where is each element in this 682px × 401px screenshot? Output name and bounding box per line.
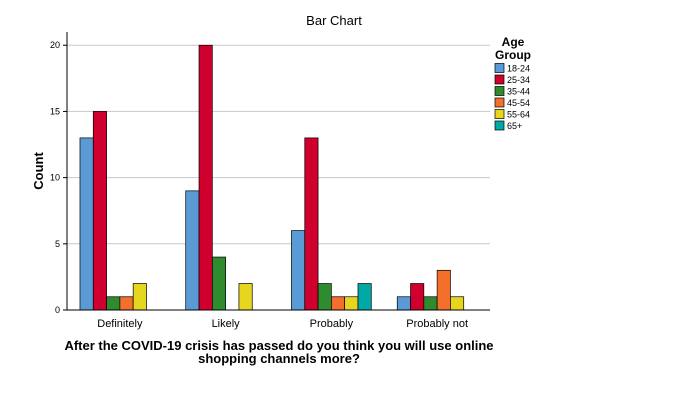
y-tick-label: 5 bbox=[55, 239, 60, 249]
bar-likely-25-34 bbox=[198, 44, 213, 311]
bar-definitely-35-44 bbox=[106, 296, 121, 311]
legend-swatch-35-44 bbox=[494, 86, 505, 96]
x-axis-label-line-1: After the COVID-19 crisis has passed do … bbox=[64, 338, 493, 353]
legend-title-line-1: Age bbox=[502, 35, 525, 49]
bar-probably-45-54 bbox=[331, 296, 346, 311]
legend-label-18-24: 18-24 bbox=[507, 64, 530, 74]
bar-definitely-25-34 bbox=[92, 111, 107, 311]
bar-likely-18-24 bbox=[185, 190, 200, 311]
bar-probably-55-64 bbox=[344, 296, 359, 311]
legend-label-35-44: 35-44 bbox=[507, 87, 530, 97]
bar-probably-65+ bbox=[357, 283, 372, 311]
legend-label-65+: 65+ bbox=[507, 121, 522, 131]
y-tick-label: 0 bbox=[55, 305, 60, 315]
y-tick-label: 20 bbox=[50, 40, 60, 50]
legend-swatch-55-64 bbox=[494, 109, 505, 119]
legend-swatch-65+ bbox=[494, 120, 505, 131]
bars bbox=[79, 44, 465, 311]
bar-probably-25-34 bbox=[304, 137, 319, 311]
x-tick-label: Probably not bbox=[406, 318, 468, 330]
bar-probably-not-18-24 bbox=[396, 296, 411, 311]
bar-likely-55-64 bbox=[238, 283, 253, 311]
x-tick-label: Likely bbox=[212, 318, 241, 330]
bar-definitely-45-54 bbox=[119, 296, 134, 311]
x-axis-label-line-2: shopping channels more? bbox=[198, 351, 360, 366]
y-tick-label: 15 bbox=[50, 106, 60, 116]
bar-probably-not-45-54 bbox=[436, 269, 451, 311]
bar-likely-35-44 bbox=[211, 256, 226, 311]
bar-definitely-55-64 bbox=[132, 283, 147, 311]
legend-title-line-2: Group bbox=[495, 48, 531, 62]
bar-probably-18-24 bbox=[291, 230, 306, 311]
bar-probably-not-25-34 bbox=[410, 283, 425, 311]
legend-swatch-25-34 bbox=[494, 74, 505, 85]
x-tick-label: Probably bbox=[310, 318, 354, 330]
x-axis-ticks: Definitely Likely Probably Probably not bbox=[97, 318, 468, 330]
bar-probably-not-35-44 bbox=[423, 296, 438, 311]
bar-definitely-18-24 bbox=[79, 137, 94, 311]
x-tick-label: Definitely bbox=[97, 318, 143, 330]
gridlines bbox=[67, 44, 490, 245]
bar-probably-35-44 bbox=[317, 283, 332, 311]
chart-title: Bar Chart bbox=[306, 13, 362, 28]
y-tick-label: 10 bbox=[50, 173, 60, 183]
legend-label-55-64: 55-64 bbox=[507, 110, 530, 120]
plot-area: 0 5 10 15 20 Definitely Likely Probably Probabl… bbox=[50, 32, 490, 330]
legend-swatch-18-24 bbox=[494, 63, 505, 73]
legend-label-45-54: 45-54 bbox=[507, 98, 530, 108]
legend-swatch-45-54 bbox=[494, 97, 505, 108]
bar-probably-not-55-64 bbox=[450, 296, 465, 311]
y-axis-label: Count bbox=[31, 152, 46, 190]
y-axis-ticks: 0 5 10 15 20 bbox=[50, 40, 67, 315]
legend-label-25-34: 25-34 bbox=[507, 75, 530, 85]
